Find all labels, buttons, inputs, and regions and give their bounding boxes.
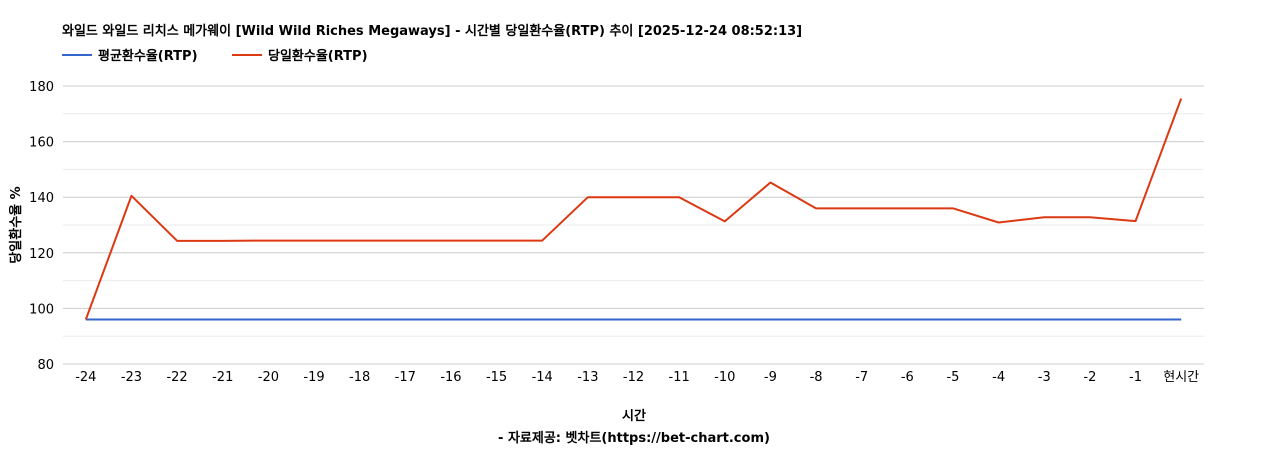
x-tick-label: -24: [75, 370, 96, 385]
y-tick-label: 100: [29, 302, 54, 317]
x-tick-label: -22: [166, 370, 187, 385]
x-tick-label: -4: [992, 370, 1005, 385]
y-tick-label: 180: [29, 80, 54, 95]
x-tick-label: -11: [669, 370, 690, 385]
x-axis-title: 시간: [622, 408, 646, 424]
x-axis: -24 -23 -22 -21 -20 -19 -18 -17 -16 -15 -14 -13 -12 -…: [75, 370, 1199, 385]
x-tick-label: -13: [577, 370, 598, 385]
x-tick-label: -7: [855, 370, 868, 385]
legend-label: 당일환수율(RTP): [268, 48, 368, 64]
x-tick-label: -21: [212, 370, 233, 385]
source-note: - 자료제공: 벳차트(https://bet-chart.com): [498, 430, 770, 446]
x-tick-label: -15: [486, 370, 507, 385]
series-line: [84, 98, 1183, 320]
x-tick-label: -12: [623, 370, 644, 385]
x-tick-label: -3: [1038, 370, 1051, 385]
x-tick-label: -1: [1129, 370, 1142, 385]
y-tick-label: 160: [29, 136, 54, 151]
x-tick-label: -2: [1083, 370, 1096, 385]
y-axis: 80 100 120 140 160 180: [29, 80, 54, 373]
chart-title: 와일드 와일드 리치스 메가웨이 [Wild Wild Riches Megaw…: [62, 23, 802, 39]
x-tick-label: -17: [395, 370, 416, 385]
legend: 평균환수율(RTP) 당일환수율(RTP): [62, 48, 368, 64]
x-tick-label: -23: [121, 370, 142, 385]
series-group: [84, 98, 1183, 321]
x-tick-label: -10: [714, 370, 735, 385]
legend-label: 평균환수율(RTP): [98, 48, 198, 64]
x-tick-label: -19: [303, 370, 324, 385]
x-tick-label: -20: [258, 370, 279, 385]
y-axis-title: 당일환수율 %: [8, 186, 24, 263]
x-tick-label: -5: [946, 370, 959, 385]
x-tick-label: -14: [532, 370, 553, 385]
x-tick-label: -18: [349, 370, 370, 385]
x-tick-label: -16: [440, 370, 461, 385]
x-tick-label: -8: [810, 370, 823, 385]
x-tick-label: 현시간: [1163, 370, 1199, 385]
x-tick-label: -6: [901, 370, 914, 385]
x-tick-label: -9: [764, 370, 777, 385]
y-tick-label: 80: [37, 358, 54, 373]
grid: [63, 85, 1204, 365]
y-tick-label: 140: [29, 191, 54, 206]
y-tick-label: 120: [29, 247, 54, 262]
